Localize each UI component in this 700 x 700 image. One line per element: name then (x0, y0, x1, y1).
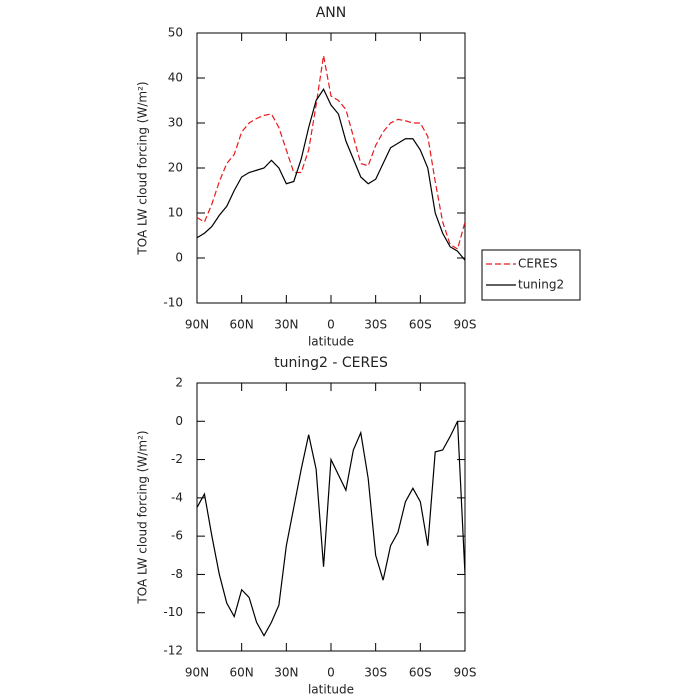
x-tick-label: 60S (409, 318, 432, 332)
y-axis-label: TOA LW cloud forcing (W/m²) (136, 81, 150, 255)
x-tick-label: 30S (364, 318, 387, 332)
y-tick-label: -6 (171, 529, 183, 543)
y-tick-label: -10 (163, 296, 183, 310)
chart-title: ANN (316, 5, 347, 21)
y-tick-label: -12 (163, 644, 183, 658)
y-tick-label: 50 (168, 26, 183, 40)
y-tick-label: -8 (171, 567, 183, 581)
data-line (196, 55, 466, 250)
legend-label: CERES (518, 257, 558, 271)
x-tick-label: 90N (185, 318, 209, 332)
x-tick-label: 0 (327, 666, 335, 680)
x-axis-label: latitude (308, 335, 354, 349)
x-tick-label: 60N (230, 666, 254, 680)
y-tick-label: -10 (163, 605, 183, 619)
x-tick-label: 30N (274, 318, 298, 332)
y-tick-label: 10 (168, 206, 183, 220)
x-tick-label: 90S (454, 666, 477, 680)
chart-title: tuning2 - CERES (274, 355, 388, 371)
x-tick-label: 0 (327, 318, 335, 332)
data-line (196, 421, 466, 637)
y-tick-label: 30 (168, 116, 183, 130)
y-tick-label: -4 (171, 490, 183, 504)
y-tick-label: 20 (168, 161, 183, 175)
x-tick-label: 90N (185, 666, 209, 680)
x-tick-label: 60N (230, 318, 254, 332)
x-tick-label: 90S (454, 318, 477, 332)
plot-frame (196, 32, 466, 304)
plot-frame (196, 382, 466, 652)
y-tick-label: 0 (175, 414, 183, 428)
y-tick-label: -2 (171, 452, 183, 466)
x-tick-label: 30S (364, 666, 387, 680)
y-tick-label: 2 (175, 376, 183, 390)
y-tick-label: 0 (175, 251, 183, 265)
legend-box (481, 249, 581, 301)
y-tick-label: 40 (168, 71, 183, 85)
x-tick-label: 60S (409, 666, 432, 680)
x-tick-label: 30N (274, 666, 298, 680)
y-axis-label: TOA LW cloud forcing (W/m²) (136, 430, 150, 604)
data-line (196, 88, 466, 261)
x-axis-label: latitude (308, 683, 354, 697)
legend-label: tuning2 (518, 278, 564, 292)
